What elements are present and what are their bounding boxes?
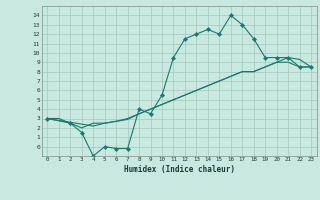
X-axis label: Humidex (Indice chaleur): Humidex (Indice chaleur) bbox=[124, 165, 235, 174]
